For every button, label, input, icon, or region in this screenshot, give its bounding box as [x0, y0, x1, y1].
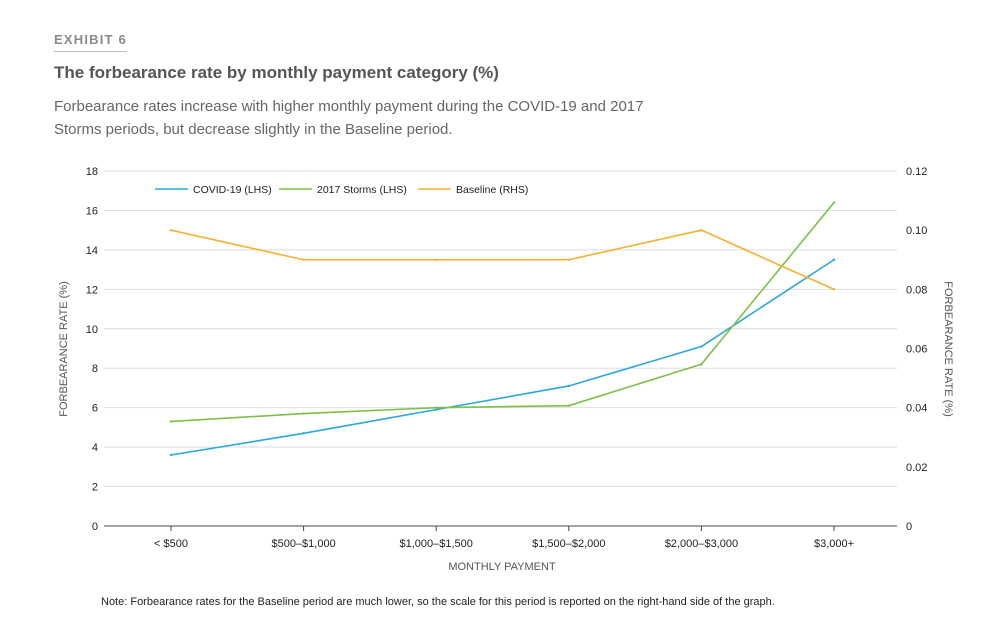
y-tick-label-left: 8 [92, 363, 98, 375]
data-point [169, 228, 173, 232]
y-tick-label-right: 0.04 [906, 403, 927, 415]
x-tick-label: $1,000–$1,500 [399, 538, 472, 550]
x-tick-label: $2,000–$3,000 [665, 538, 738, 550]
data-point [302, 258, 305, 261]
y-axis-label-left: FORBEARANCE RATE (%) [58, 281, 70, 416]
data-point [302, 412, 305, 415]
x-tick-label: $1,500–$2,000 [532, 538, 605, 550]
legend-label: Baseline (RHS) [456, 184, 528, 196]
data-point [700, 363, 703, 366]
legend: COVID-19 (LHS) 2017 Storms (LHS) Baseline … [155, 184, 528, 196]
data-point [435, 408, 438, 411]
legend-label: COVID-19 (LHS) [193, 184, 272, 196]
chart-subtitle: Forbearance rates increase with higher m… [54, 98, 644, 138]
footnote: Note: Forbearance rates for the Baseline… [101, 596, 775, 608]
y-tick-label-left: 10 [86, 324, 98, 336]
x-tick-label: $500–$1,000 [271, 538, 335, 550]
y-tick-label-right: 0.12 [906, 166, 927, 178]
x-tick-label: $3,000+ [814, 538, 854, 550]
data-point [567, 404, 570, 407]
y-tick-label-left: 14 [86, 245, 98, 257]
axes: 0 2 4 6 8 10 12 14 16 18 0 0.02 0.04 0.06 0.08 0.10 0.12… [86, 166, 928, 550]
data-point [700, 228, 703, 232]
x-tick-label: < $500 [154, 538, 188, 550]
data-point [832, 201, 836, 204]
series-lines [169, 201, 836, 457]
y-tick-label-right: 0.08 [906, 284, 927, 296]
y-tick-label-right: 0 [906, 521, 912, 533]
y-axis-label-right: FORBEARANCE RATE (%) [942, 281, 954, 416]
y-tick-label-right: 0.10 [906, 225, 927, 237]
y-tick-label-left: 2 [92, 482, 98, 494]
y-tick-label-right: 0.02 [906, 462, 927, 474]
data-point [302, 432, 305, 435]
series-line [170, 229, 835, 291]
data-point [435, 406, 438, 409]
data-point [832, 288, 836, 291]
y-tick-label-left: 0 [92, 521, 98, 533]
chart-title: The forbearance rate by monthly payment … [54, 63, 499, 82]
x-axis-label: MONTHLY PAYMENT [448, 561, 556, 573]
data-point [435, 258, 438, 261]
data-point [169, 453, 173, 457]
data-point [169, 420, 173, 423]
y-tick-label-left: 18 [86, 166, 98, 178]
series-line [170, 202, 835, 423]
y-tick-label-left: 16 [86, 205, 98, 217]
exhibit-label: EXHIBIT 6 [54, 32, 127, 52]
legend-label: 2017 Storms (LHS) [317, 184, 407, 196]
series-line [170, 259, 835, 456]
y-tick-label-right: 0.06 [906, 344, 927, 356]
y-tick-label-left: 12 [86, 284, 98, 296]
data-point [567, 384, 570, 388]
data-point [567, 258, 570, 261]
data-point [700, 345, 703, 348]
data-point [832, 258, 836, 261]
gridlines [104, 170, 897, 488]
y-tick-label-left: 6 [92, 403, 98, 415]
y-tick-label-left: 4 [92, 442, 98, 454]
